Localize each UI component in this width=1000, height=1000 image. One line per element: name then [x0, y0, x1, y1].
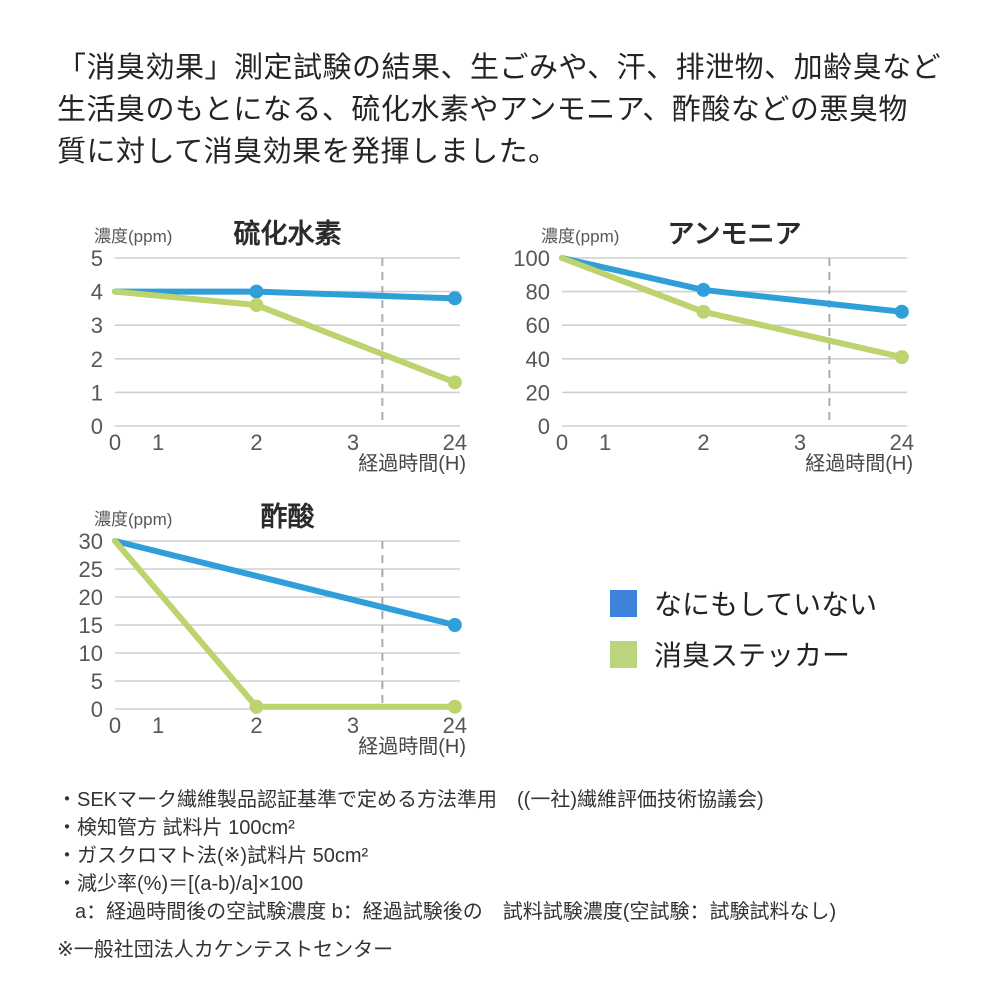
- svg-text:24: 24: [443, 430, 467, 455]
- svg-text:30: 30: [79, 529, 103, 554]
- y-axis-unit-label: 濃度(ppm): [94, 227, 173, 246]
- svg-text:1: 1: [152, 430, 164, 455]
- svg-text:2: 2: [250, 430, 262, 455]
- svg-text:60: 60: [526, 313, 550, 338]
- svg-text:80: 80: [526, 280, 550, 305]
- y-axis-unit-label: 濃度(ppm): [541, 227, 620, 246]
- chart-title-ammonia: アンモニア: [667, 219, 802, 249]
- svg-text:0: 0: [556, 430, 568, 455]
- chart-ammonia: 濃度(ppm) アンモニア 0 20 40 60 80 100 0 1 2 3 24 経過時間(H): [487, 215, 932, 520]
- legend: なにもしていない 消臭ステッカー: [610, 589, 877, 691]
- svg-text:2: 2: [250, 713, 262, 738]
- svg-text:3: 3: [91, 313, 103, 338]
- svg-text:経過時間(H): 経過時間(H): [358, 452, 466, 475]
- svg-text:100: 100: [513, 246, 550, 271]
- svg-text:24: 24: [443, 713, 467, 738]
- heading-text: 「消臭効果」測定試験の結果、生ごみや、汗、排泄物、加齢臭など 生活臭のもとになる…: [57, 47, 957, 173]
- svg-text:0: 0: [91, 414, 103, 439]
- chart-acetic-acid: 濃度(ppm) 酢酸 0 5 10 15 20 25 30 0 1 2 3 24 経過時間(H): [40, 498, 485, 803]
- legend-swatch-1: [610, 640, 637, 668]
- note-line-2: ・検知管方 試料片 100cm²: [57, 817, 295, 839]
- legend-item-untreated: なにもしていない: [610, 589, 877, 620]
- legend-label-sticker: 消臭ステッカー: [654, 640, 851, 671]
- heading-line-3: 質に対して消臭効果を発揮しました。: [57, 136, 558, 168]
- svg-text:1: 1: [152, 713, 164, 738]
- chart-title-hydrogen-sulfide: 硫化水素: [233, 219, 342, 249]
- svg-text:0: 0: [109, 713, 121, 738]
- note-line-4: ・減少率(%)＝[(a-b)/a]×100: [57, 873, 304, 895]
- legend-item-sticker: 消臭ステッカー: [610, 640, 877, 671]
- svg-text:15: 15: [79, 613, 103, 638]
- svg-text:2: 2: [91, 347, 103, 372]
- note-line-5: a：経過時間後の空試験濃度 b：経過試験後の 試料試験濃度(空試験：試験試料なし…: [75, 901, 837, 923]
- heading-line-2: 生活臭のもとになる、硫化水素やアンモニア、酢酸などの悪臭物: [57, 94, 908, 126]
- svg-text:3: 3: [794, 430, 806, 455]
- chart-hydrogen-sulfide: 濃度(ppm) 硫化水素 0 1 2 3 4 5 0 1 2 3 24 経過時間(H): [40, 215, 485, 520]
- legend-label-untreated: なにもしていない: [654, 589, 878, 620]
- svg-text:0: 0: [538, 414, 550, 439]
- svg-text:1: 1: [599, 430, 611, 455]
- svg-text:1: 1: [91, 380, 103, 405]
- svg-text:4: 4: [91, 280, 103, 305]
- footnote-kaken: ※一般社団法人カケンテストセンター: [57, 939, 394, 961]
- svg-text:20: 20: [79, 585, 103, 610]
- chart-title-acetic-acid: 酢酸: [260, 502, 315, 532]
- svg-text:0: 0: [91, 697, 103, 722]
- svg-text:40: 40: [526, 347, 550, 372]
- svg-text:経過時間(H): 経過時間(H): [358, 735, 466, 758]
- svg-text:5: 5: [91, 669, 103, 694]
- svg-text:25: 25: [79, 557, 103, 582]
- y-axis-unit-label: 濃度(ppm): [94, 510, 173, 529]
- svg-text:24: 24: [890, 430, 914, 455]
- note-line-1: ・SEKマーク繊維製品認証基準で定める方法準用 ((一社)繊維評価技術協議会): [57, 789, 764, 811]
- svg-text:0: 0: [109, 430, 121, 455]
- svg-text:2: 2: [697, 430, 709, 455]
- svg-text:10: 10: [79, 641, 103, 666]
- legend-swatch-0: [610, 589, 637, 617]
- svg-text:20: 20: [526, 380, 550, 405]
- heading-line-1: 「消臭効果」測定試験の結果、生ごみや、汗、排泄物、加齢臭など: [57, 52, 942, 84]
- svg-text:経過時間(H): 経過時間(H): [805, 452, 913, 475]
- svg-text:3: 3: [347, 713, 359, 738]
- test-method-notes: ・SEKマーク繊維製品認証基準で定める方法準用 ((一社)繊維評価技術協議会) …: [57, 786, 836, 964]
- svg-text:3: 3: [347, 430, 359, 455]
- svg-text:5: 5: [91, 246, 103, 271]
- note-line-3: ・ガスクロマト法(※)試料片 50cm²: [57, 845, 369, 867]
